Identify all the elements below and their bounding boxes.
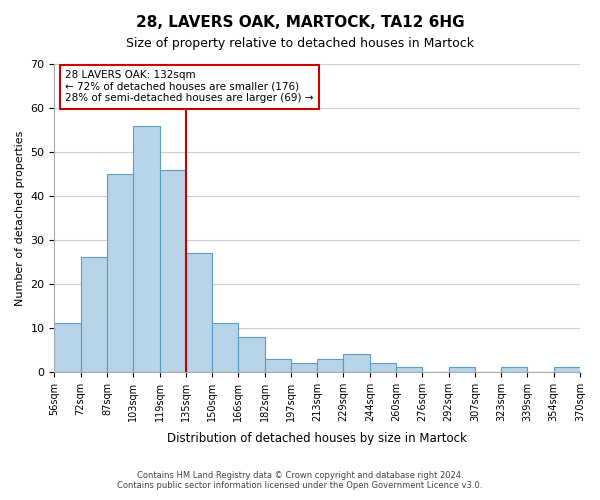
Bar (449, 368, 475, 372)
Bar (186, 253, 212, 372)
Text: Contains HM Land Registry data © Crown copyright and database right 2024.
Contai: Contains HM Land Registry data © Crown c… (118, 470, 482, 490)
Bar (238, 336, 265, 372)
Bar (291, 363, 317, 372)
Bar (107, 174, 133, 372)
Bar (554, 368, 580, 372)
Text: 28 LAVERS OAK: 132sqm
← 72% of detached houses are smaller (176)
28% of semi-det: 28 LAVERS OAK: 132sqm ← 72% of detached … (65, 70, 313, 103)
Text: Size of property relative to detached houses in Martock: Size of property relative to detached ho… (126, 38, 474, 51)
Bar (343, 354, 370, 372)
Text: 28, LAVERS OAK, MARTOCK, TA12 6HG: 28, LAVERS OAK, MARTOCK, TA12 6HG (136, 15, 464, 30)
Bar (133, 126, 160, 372)
Bar (265, 358, 291, 372)
Bar (80, 258, 107, 372)
Y-axis label: Number of detached properties: Number of detached properties (15, 130, 25, 306)
Bar (396, 368, 422, 372)
Bar (55, 324, 80, 372)
Bar (212, 324, 238, 372)
X-axis label: Distribution of detached houses by size in Martock: Distribution of detached houses by size … (167, 432, 467, 445)
Bar (370, 363, 396, 372)
Bar (160, 170, 186, 372)
Bar (501, 368, 527, 372)
Bar (317, 358, 343, 372)
